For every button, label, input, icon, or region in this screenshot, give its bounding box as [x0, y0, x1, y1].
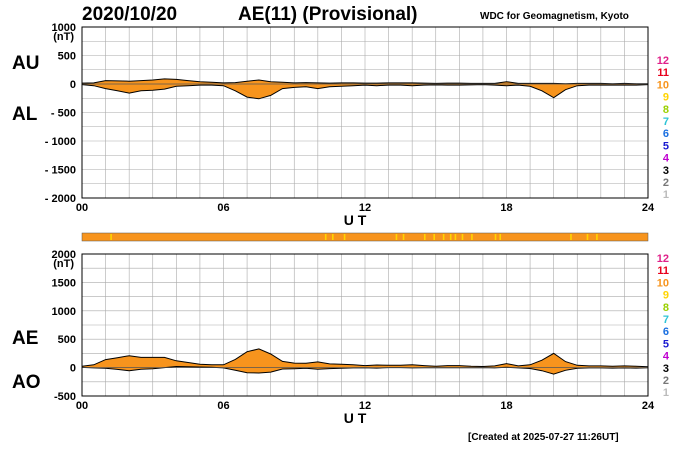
quality-tick [423, 234, 426, 240]
top-y-tick-label: - 500 [51, 108, 76, 120]
quality-tick [395, 234, 398, 240]
institution-label: WDC for Geomagnetism, Kyoto [480, 11, 629, 22]
data-quality-ticks [110, 234, 598, 240]
station-count-10: 10 [657, 277, 669, 289]
bottom-x-tick-label: 18 [500, 400, 512, 412]
date-label: 2020/10/20 [82, 4, 178, 25]
quality-tick [454, 234, 457, 240]
top-y-tick-label: 0 [70, 79, 76, 91]
chart-title: AE(11) (Provisional) [238, 4, 418, 25]
bottom-y-tick-label: 500 [58, 334, 76, 346]
quality-tick [586, 234, 589, 240]
station-count-11: 11 [657, 67, 669, 79]
quality-tick [343, 234, 346, 240]
top-frame [81, 26, 649, 199]
top-y-unit: (nT) [53, 31, 74, 43]
station-count-6: 6 [663, 128, 669, 140]
created-timestamp: [Created at 2025-07-27 11:26UT] [468, 432, 619, 443]
ao-label: AO [12, 372, 41, 393]
bottom-y-unit: (nT) [53, 258, 74, 270]
station-count-2: 2 [663, 375, 669, 387]
quality-tick [461, 234, 464, 240]
station-count-4: 4 [663, 351, 670, 363]
bottom-x-tick-label: 24 [642, 400, 655, 412]
quality-tick [402, 234, 405, 240]
top-x-tick-label: 00 [76, 202, 88, 214]
quality-tick [596, 234, 598, 240]
al-label: AL [12, 104, 38, 125]
top-y-tick-label: 500 [58, 51, 76, 63]
bottom-y-tick-label: 1500 [52, 277, 76, 289]
top-x-tick-label: 18 [500, 202, 512, 214]
ae-label: AE [12, 328, 39, 349]
station-count-3: 3 [663, 363, 669, 375]
bottom-y-tick-label: -500 [54, 391, 76, 403]
quality-tick [499, 234, 502, 240]
top-x-tick-label: 24 [642, 202, 655, 214]
bottom-x-tick-label: 00 [76, 400, 88, 412]
quality-tick [442, 234, 445, 240]
bottom-x-tick-label: 12 [359, 400, 371, 412]
bottom-x-label: U T [344, 410, 367, 426]
station-count-8: 8 [663, 302, 669, 314]
quality-tick [570, 234, 572, 240]
quality-tick [449, 234, 452, 240]
station-count-12: 12 [657, 253, 669, 265]
quality-tick [110, 234, 112, 240]
bottom-frame [81, 253, 649, 397]
station-count-11: 11 [657, 265, 669, 277]
station-count-1: 1 [663, 387, 669, 399]
quality-tick [494, 234, 497, 240]
au-label: AU [12, 53, 40, 74]
top-y-tick-label: - 2000 [45, 193, 76, 205]
top-y-tick-label: - 1500 [45, 165, 76, 177]
bottom-y-tick-label: 2000 [52, 249, 76, 261]
top-series-au [81, 78, 648, 85]
quality-tick [331, 234, 334, 240]
top-x-tick-label: 12 [359, 202, 371, 214]
station-count-2: 2 [663, 177, 669, 189]
station-count-5: 5 [663, 140, 669, 152]
station-count-9: 9 [663, 290, 669, 302]
station-count-1: 1 [663, 189, 669, 201]
top-x-tick-label: 06 [217, 202, 229, 214]
station-count-10: 10 [657, 79, 669, 91]
quality-tick [433, 234, 435, 240]
station-count-9: 9 [663, 92, 669, 104]
station-count-8: 8 [663, 104, 669, 116]
station-count-4: 4 [663, 153, 670, 165]
station-count-6: 6 [663, 326, 669, 338]
station-count-7: 7 [663, 116, 669, 128]
station-count-3: 3 [663, 165, 669, 177]
bottom-y-tick-label: 1000 [52, 306, 76, 318]
top-y-tick-label: 1000 [52, 22, 76, 34]
station-count-7: 7 [663, 314, 669, 326]
station-count-5: 5 [663, 338, 669, 350]
station-count-12: 12 [657, 55, 669, 67]
top-y-tick-label: - 1000 [45, 136, 76, 148]
quality-tick [324, 234, 327, 240]
bottom-y-tick-label: 0 [70, 363, 76, 375]
bottom-series-ae [81, 348, 649, 368]
data-quality-bar [81, 232, 649, 242]
top-series-al [81, 84, 649, 100]
bottom-x-tick-label: 06 [217, 400, 229, 412]
top-x-label: U T [344, 212, 367, 228]
quality-tick [471, 234, 473, 240]
